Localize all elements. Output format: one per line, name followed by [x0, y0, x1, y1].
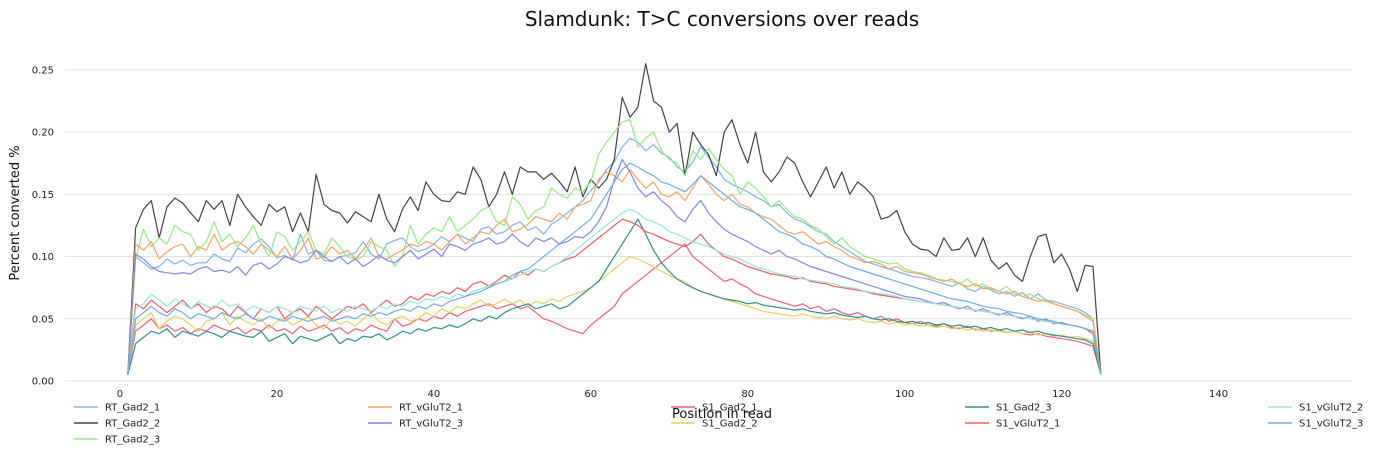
legend-item-rt-vglut2-3[interactable]: RT_vGluT2_3 — [368, 419, 463, 430]
legend-item-s1-vglut2-2[interactable]: S1_vGluT2_2 — [1268, 403, 1363, 414]
legend-item-s1-vglut2-1[interactable]: S1_vGluT2_1 — [965, 419, 1060, 430]
x-tick-label: 100 — [895, 389, 914, 400]
legend-item-s1-gad2-1[interactable]: S1_Gad2_1 — [671, 403, 758, 414]
x-tick-label: 140 — [1209, 389, 1228, 400]
x-tick-label: 40 — [427, 389, 440, 400]
x-axis-title: Position in read — [672, 407, 772, 422]
x-tick-label: 20 — [271, 389, 284, 400]
y-tick-label: 0.15 — [32, 190, 54, 201]
legend-item-rt-gad2-3[interactable]: RT_Gad2_3 — [74, 435, 160, 446]
series-line-s1-vglut2-3 — [127, 162, 1102, 375]
series-line-s1-vglut2-2 — [127, 208, 1102, 375]
x-tick-label: 60 — [584, 389, 597, 400]
y-tick-label: 0.00 — [32, 377, 54, 388]
legend-label: S1_Gad2_3 — [996, 403, 1052, 414]
legend-item-s1-gad2-2[interactable]: S1_Gad2_2 — [671, 419, 758, 430]
chart-title: Slamdunk: T>C conversions over reads — [525, 7, 919, 31]
y-tick-label: 0.20 — [32, 128, 54, 139]
legend-item-rt-gad2-2[interactable]: RT_Gad2_2 — [74, 419, 160, 430]
legend-item-s1-vglut2-3[interactable]: S1_vGluT2_3 — [1268, 419, 1363, 430]
series-line-rt-vglut2-1 — [127, 168, 1102, 375]
legend-label: RT_Gad2_1 — [105, 403, 160, 414]
y-axis-title: Percent converted % — [8, 145, 23, 280]
x-axis-ticks: 0 20 40 60 80 100 120 140 — [117, 389, 1228, 400]
legend-item-rt-gad2-1[interactable]: RT_Gad2_1 — [74, 403, 160, 414]
series-line-rt-vglut2-3 — [127, 158, 1102, 375]
series-line-s1-gad2-1 — [127, 243, 1102, 375]
legend-label: RT_Gad2_2 — [105, 419, 160, 430]
legend: RT_Gad2_1 RT_Gad2_2 RT_Gad2_3 RT_vGluT2_1 RT… — [74, 403, 1363, 446]
legend-label: RT_vGluT2_3 — [399, 419, 463, 430]
legend-label: S1_vGluT2_1 — [996, 419, 1060, 430]
legend-item-rt-vglut2-1[interactable]: RT_vGluT2_1 — [368, 403, 463, 414]
series-lines — [127, 63, 1102, 375]
x-tick-label: 0 — [117, 389, 123, 400]
x-tick-label: 80 — [741, 389, 754, 400]
legend-label: S1_vGluT2_3 — [1299, 419, 1363, 430]
legend-label: S1_Gad2_2 — [702, 419, 758, 430]
legend-label: RT_Gad2_3 — [105, 435, 160, 446]
series-line-s1-gad2-2 — [127, 256, 1102, 375]
legend-label: S1_vGluT2_2 — [1299, 403, 1363, 414]
legend-label: RT_vGluT2_1 — [399, 403, 463, 414]
legend-label: S1_Gad2_1 — [702, 403, 758, 414]
y-tick-label: 0.05 — [32, 314, 54, 325]
series-line-s1-gad2-3 — [127, 218, 1102, 375]
x-tick-label: 120 — [1052, 389, 1071, 400]
y-tick-label: 0.25 — [32, 65, 54, 76]
series-line-rt-gad2-2 — [127, 63, 1102, 375]
legend-item-s1-gad2-3[interactable]: S1_Gad2_3 — [965, 403, 1052, 414]
y-tick-label: 0.10 — [32, 252, 54, 263]
y-axis-ticks: 0.00 0.05 0.10 0.15 0.20 0.25 — [32, 65, 54, 387]
